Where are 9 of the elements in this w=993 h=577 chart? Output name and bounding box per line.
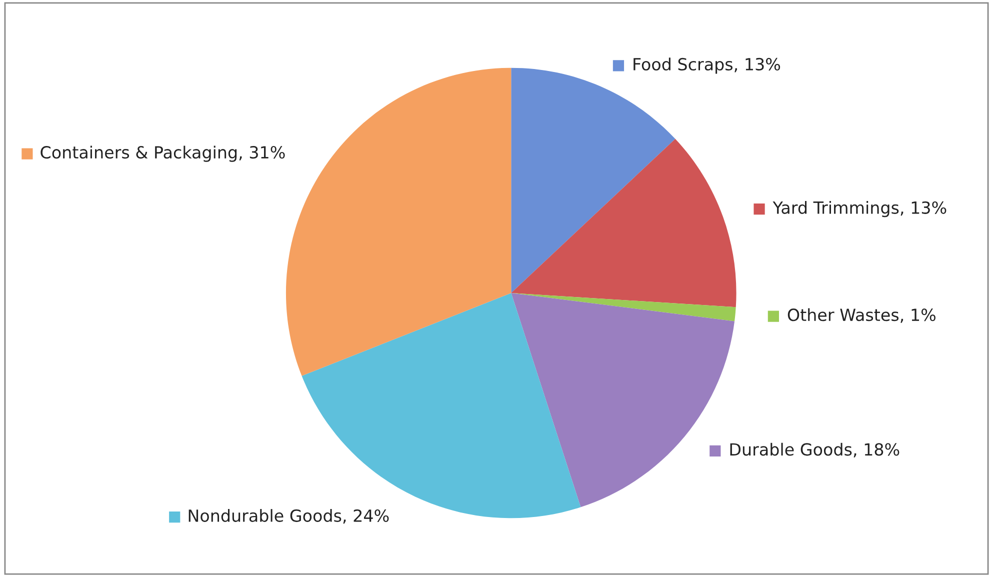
legend-label: Food Scraps, 13%	[634, 58, 780, 74]
pie-slice	[511, 138, 736, 308]
pie-slice	[511, 293, 736, 322]
legend-label: Durable Goods, 18%	[730, 442, 900, 458]
legend-label: Nondurable Goods, 24%	[188, 509, 389, 524]
legend-label: Other Wastes, 1%	[788, 308, 936, 323]
legend-label: Yard Trimmings, 13%	[772, 201, 946, 218]
legend-label: Containers & Packaging, 31%	[40, 146, 285, 162]
pie-slice	[286, 68, 512, 376]
